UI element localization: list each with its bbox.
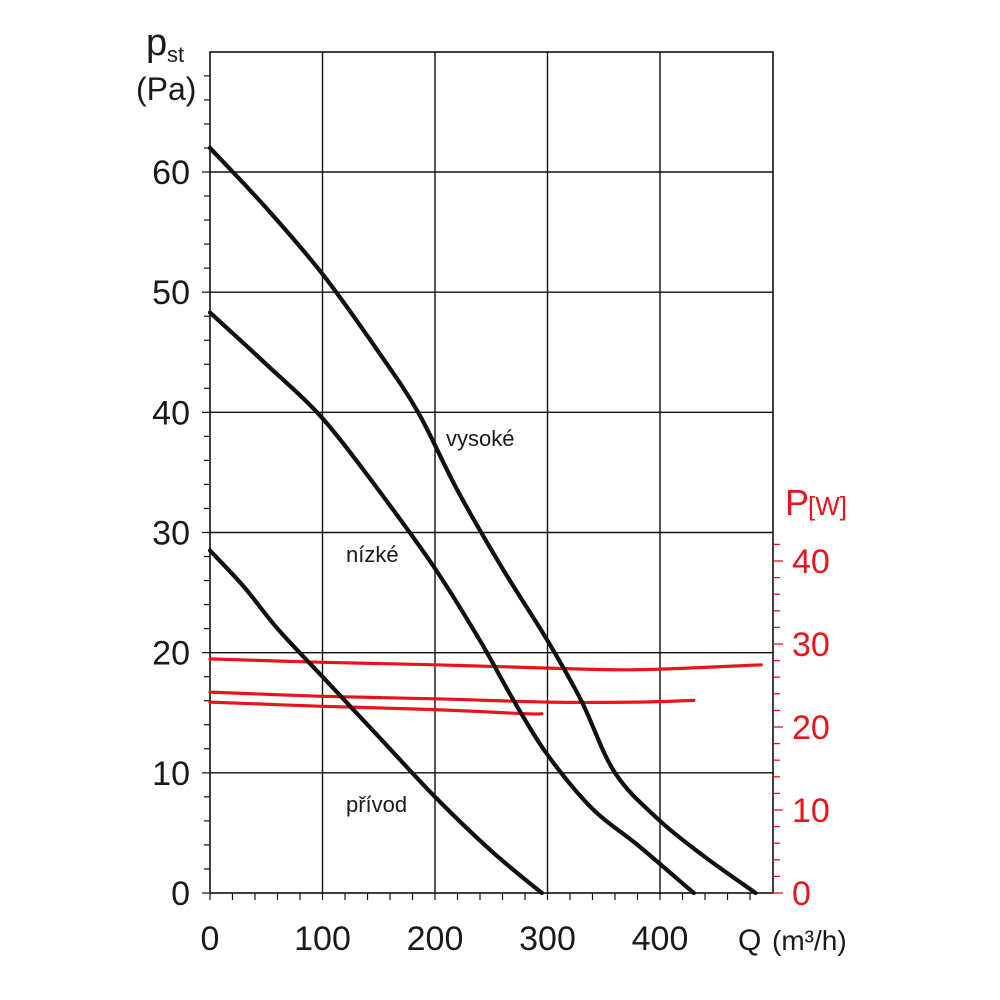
y-right-axis-symbol: P [785, 482, 809, 523]
pressure-curves [207, 145, 758, 896]
y-left-tick-label-60: 60 [152, 154, 190, 192]
pressure-curve-nizke [207, 310, 696, 896]
curve-label-privod: přívod [346, 792, 407, 817]
plot-frame [209, 51, 774, 894]
y-right-tick-label-40: 40 [792, 543, 830, 581]
y-right-tick-label-20: 20 [792, 709, 830, 747]
y-left-tick-label-20: 20 [152, 635, 190, 673]
y-left-tick-label-30: 30 [152, 515, 190, 553]
y-left-axis-symbol: p [146, 22, 167, 64]
y-right-tick-label-0: 0 [792, 875, 811, 913]
y-left-tick-label-10: 10 [152, 755, 190, 793]
power-curves [208, 657, 763, 716]
tick-labels: 0 10 20 30 40 50 60 0 100 200 300 400 0 10 20 30 40 [152, 154, 830, 958]
x-tick-label-100: 100 [294, 920, 351, 958]
y-left-tick-label-50: 50 [152, 274, 190, 312]
power-curve-3 [208, 700, 544, 716]
x-axis-symbol: Q [738, 924, 761, 957]
power-curve-2 [208, 690, 696, 705]
x-tick-label-200: 200 [407, 920, 464, 958]
x-axis-unit: (m³/h) [772, 925, 847, 956]
curve-label-nizke: nízké [346, 542, 399, 567]
curve-label-vysoke: vysoké [446, 426, 514, 451]
y-left-axis-subscript: st [167, 42, 184, 67]
grid [209, 51, 774, 894]
x-tick-label-300: 300 [519, 920, 576, 958]
y-left-tick-label-0: 0 [171, 875, 190, 913]
y-right-axis-unit: [W] [808, 491, 847, 521]
y-right-tick-label-10: 10 [792, 792, 830, 830]
minor-ticks [202, 75, 783, 900]
power-curve-1 [208, 657, 763, 672]
pressure-curve-vysoke [207, 145, 758, 896]
pressure-curve-privod [207, 548, 544, 896]
y-left-tick-label-40: 40 [152, 394, 190, 432]
y-left-axis-unit: (Pa) [136, 71, 196, 107]
x-tick-label-0: 0 [201, 920, 220, 958]
y-right-tick-label-30: 30 [792, 626, 830, 664]
x-tick-label-400: 400 [632, 920, 689, 958]
